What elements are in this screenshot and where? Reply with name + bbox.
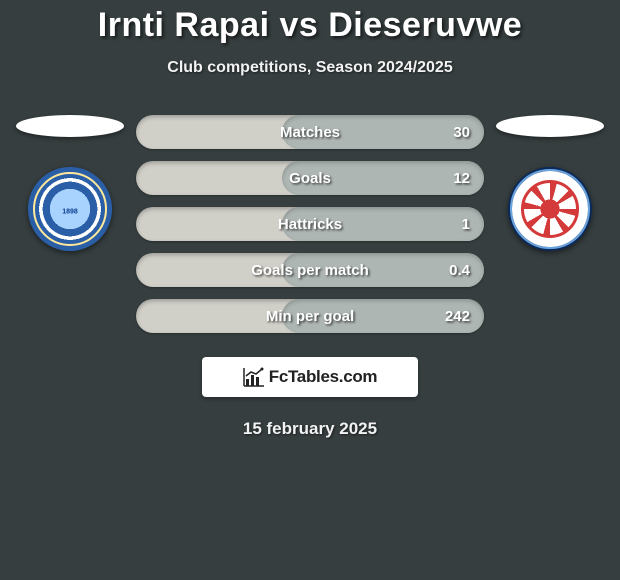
stats-list: Matches 30 Goals 12 Hattricks 1 Goals pe…: [136, 115, 484, 333]
stat-label: Hattricks: [278, 216, 342, 233]
page-title: Irnti Rapai vs Dieseruvwe: [0, 6, 620, 45]
comparison-card: Irnti Rapai vs Dieseruvwe Club competiti…: [0, 0, 620, 439]
stat-label: Matches: [280, 124, 340, 141]
stat-row-matches: Matches 30: [136, 115, 484, 149]
stat-row-min-per-goal: Min per goal 242: [136, 299, 484, 333]
stat-value-right: 1: [462, 216, 470, 233]
subtitle: Club competitions, Season 2024/2025: [0, 59, 620, 77]
stat-value-right: 12: [453, 170, 470, 187]
stat-label: Goals: [289, 170, 331, 187]
right-player-column: [490, 115, 610, 251]
stat-row-goals-per-match: Goals per match 0.4: [136, 253, 484, 287]
left-player-column: 1898: [10, 115, 130, 251]
club-badge-left: 1898: [28, 167, 112, 251]
stat-value-right: 0.4: [449, 262, 470, 279]
stat-row-goals: Goals 12: [136, 161, 484, 195]
branding-text: FcTables.com: [269, 367, 378, 387]
club-badge-right: [508, 167, 592, 251]
stat-label: Goals per match: [251, 262, 369, 279]
stat-label: Min per goal: [266, 308, 354, 325]
branding-box[interactable]: FcTables.com: [202, 357, 418, 397]
stat-row-hattricks: Hattricks 1: [136, 207, 484, 241]
chart-icon: [243, 367, 265, 387]
date-text: 15 february 2025: [0, 419, 620, 439]
stat-value-right: 30: [453, 124, 470, 141]
main-row: 1898 Matches 30 Goals 12 Hattricks 1 Goa…: [0, 115, 620, 333]
badge-year: 1898: [62, 208, 78, 215]
stat-value-right: 242: [445, 308, 470, 325]
player-silhouette-right: [496, 115, 604, 137]
player-silhouette-left: [16, 115, 124, 137]
